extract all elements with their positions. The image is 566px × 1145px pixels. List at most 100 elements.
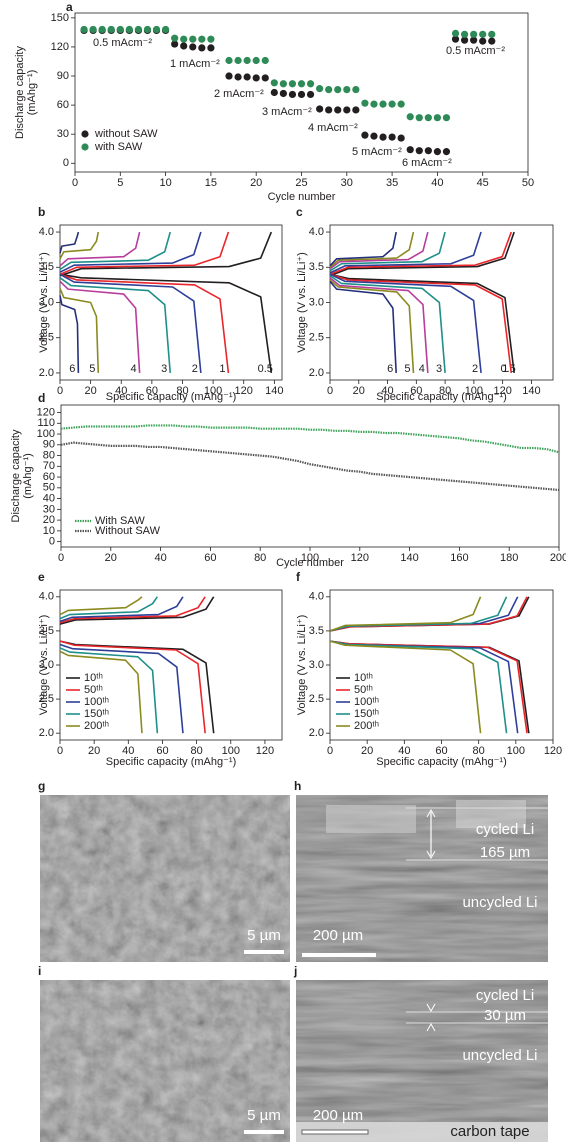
- curve-label: 3: [161, 363, 167, 375]
- legend-label: 10ᵗʰ: [354, 672, 373, 684]
- curve-label: 4: [131, 363, 137, 375]
- data-point: [388, 133, 396, 141]
- x-tick-label: 100: [301, 552, 319, 564]
- curve-charge: [329, 231, 415, 268]
- curve-discharge: [59, 643, 184, 734]
- curve-label: 6: [387, 363, 393, 375]
- data-point: [442, 148, 451, 156]
- x-tick-label: 60: [146, 385, 158, 397]
- y-axis-label: Discharge capacity: [14, 46, 26, 139]
- annotation: 4 mAcm⁻²: [308, 122, 358, 134]
- data-point: [325, 106, 333, 114]
- arrow-head: [426, 808, 436, 860]
- x-tick-label: 20: [84, 385, 96, 397]
- y-axis-label: (mAhg⁻¹): [22, 453, 34, 499]
- image-label: uncycled Li: [462, 894, 537, 911]
- y-tick-label: 120: [51, 41, 69, 53]
- curve-charge: [59, 231, 100, 260]
- x-tick-label: 0: [57, 385, 63, 397]
- data-point: [171, 34, 179, 42]
- y-tick-label: 2.5: [39, 693, 54, 705]
- curve-discharge: [329, 273, 482, 374]
- data-point: [406, 146, 414, 154]
- curve-discharge: [59, 273, 273, 374]
- data-point: [189, 35, 197, 43]
- curve-charge: [59, 231, 202, 273]
- data-point: [451, 35, 460, 43]
- curve-discharge: [329, 273, 515, 374]
- legend-label: Without SAW: [95, 525, 161, 537]
- x-tick-label: 100: [465, 385, 483, 397]
- data-point: [352, 106, 360, 114]
- x-tick-label: 40: [115, 385, 127, 397]
- data-point: [460, 36, 469, 44]
- x-tick-label: 0: [327, 745, 333, 757]
- curve-discharge: [59, 280, 141, 373]
- curve-label: 2: [472, 363, 478, 375]
- curve-discharge: [59, 650, 143, 734]
- data-point: [198, 35, 206, 43]
- x-axis-label: Specific capacity (mAhg⁻¹): [376, 756, 507, 768]
- x-tick-label: 60: [204, 552, 216, 564]
- legend-label: 10ᵗʰ: [84, 672, 103, 684]
- curve-charge: [59, 231, 141, 267]
- panel-label: d: [38, 391, 45, 405]
- x-axis-label: Cycle number: [276, 557, 344, 569]
- y-tick-label: 150: [51, 12, 69, 24]
- y-tick-label: 2.0: [39, 367, 54, 379]
- data-point: [470, 36, 478, 44]
- x-tick-label: 50: [522, 177, 534, 189]
- x-tick-label: 180: [500, 552, 518, 564]
- data-point: [279, 80, 287, 88]
- legend-label: 200ᵗʰ: [354, 720, 379, 732]
- y-tick-label: 50: [43, 482, 55, 494]
- x-tick-label: 100: [204, 385, 222, 397]
- data-point: [189, 43, 197, 51]
- panel-label: a: [66, 0, 73, 14]
- data-point: [252, 74, 260, 82]
- x-tick-label: 5: [117, 177, 123, 189]
- x-tick-label: 80: [254, 552, 266, 564]
- x-tick-label: 25: [295, 177, 307, 189]
- curve-label: 6: [69, 363, 75, 375]
- image-texture: [296, 980, 548, 1142]
- data-point: [433, 114, 441, 122]
- x-tick-label: 120: [544, 745, 562, 757]
- image-label: carbon tape: [450, 1123, 529, 1140]
- legend-label: With SAW: [95, 515, 145, 527]
- curve-discharge: [59, 647, 159, 734]
- y-tick-label: 60: [43, 471, 55, 483]
- curve-discharge: [59, 277, 172, 374]
- curve-charge: [59, 596, 158, 620]
- curve-label: 1: [219, 363, 225, 375]
- y-tick-label: 2.5: [309, 332, 324, 344]
- data-point: [207, 44, 215, 52]
- annotation: 2 mAcm⁻²: [214, 88, 264, 100]
- y-tick-label: 2.5: [309, 693, 324, 705]
- y-axis-label: Voltage (V vs. Li/Li⁺): [38, 252, 50, 353]
- sem-image: j cycled Li 30 µm uncycled Li carbon tape 200…: [293, 964, 548, 1142]
- panel: d0 20 40 60 80 100 120 140 160 180 200010203040506…: [10, 391, 566, 569]
- x-tick-label: 20: [88, 745, 100, 757]
- data-point: [180, 42, 188, 50]
- panel: e 0 20 40 60 80 100 120 2.0 2.5 3.0 3.5 4.0 Specific …: [38, 570, 283, 768]
- x-tick-label: 20: [353, 385, 365, 397]
- carbon-tape: [296, 1122, 548, 1142]
- curve-label: 3: [436, 363, 442, 375]
- annotation: 3 mAcm⁻²: [262, 106, 312, 118]
- data-point: [460, 30, 469, 38]
- data-point: [424, 147, 432, 155]
- data-point: [415, 147, 423, 155]
- data-point: [234, 56, 242, 65]
- x-tick-label: 40: [398, 745, 410, 757]
- image-label: uncycled Li: [462, 1047, 537, 1064]
- legend-label: 50ᵗʰ: [84, 684, 103, 696]
- panel: f 0 20 40 60 80 100 120 2.0 2.5 3.0 3.5 4.0 Specific …: [296, 570, 562, 768]
- data-point: [361, 99, 369, 107]
- data-point: [433, 148, 441, 156]
- curve-charge: [59, 596, 184, 623]
- legend-label: 100ᵗʰ: [84, 696, 109, 708]
- y-tick-label: 10: [43, 525, 55, 537]
- curve-label: 5: [89, 363, 95, 375]
